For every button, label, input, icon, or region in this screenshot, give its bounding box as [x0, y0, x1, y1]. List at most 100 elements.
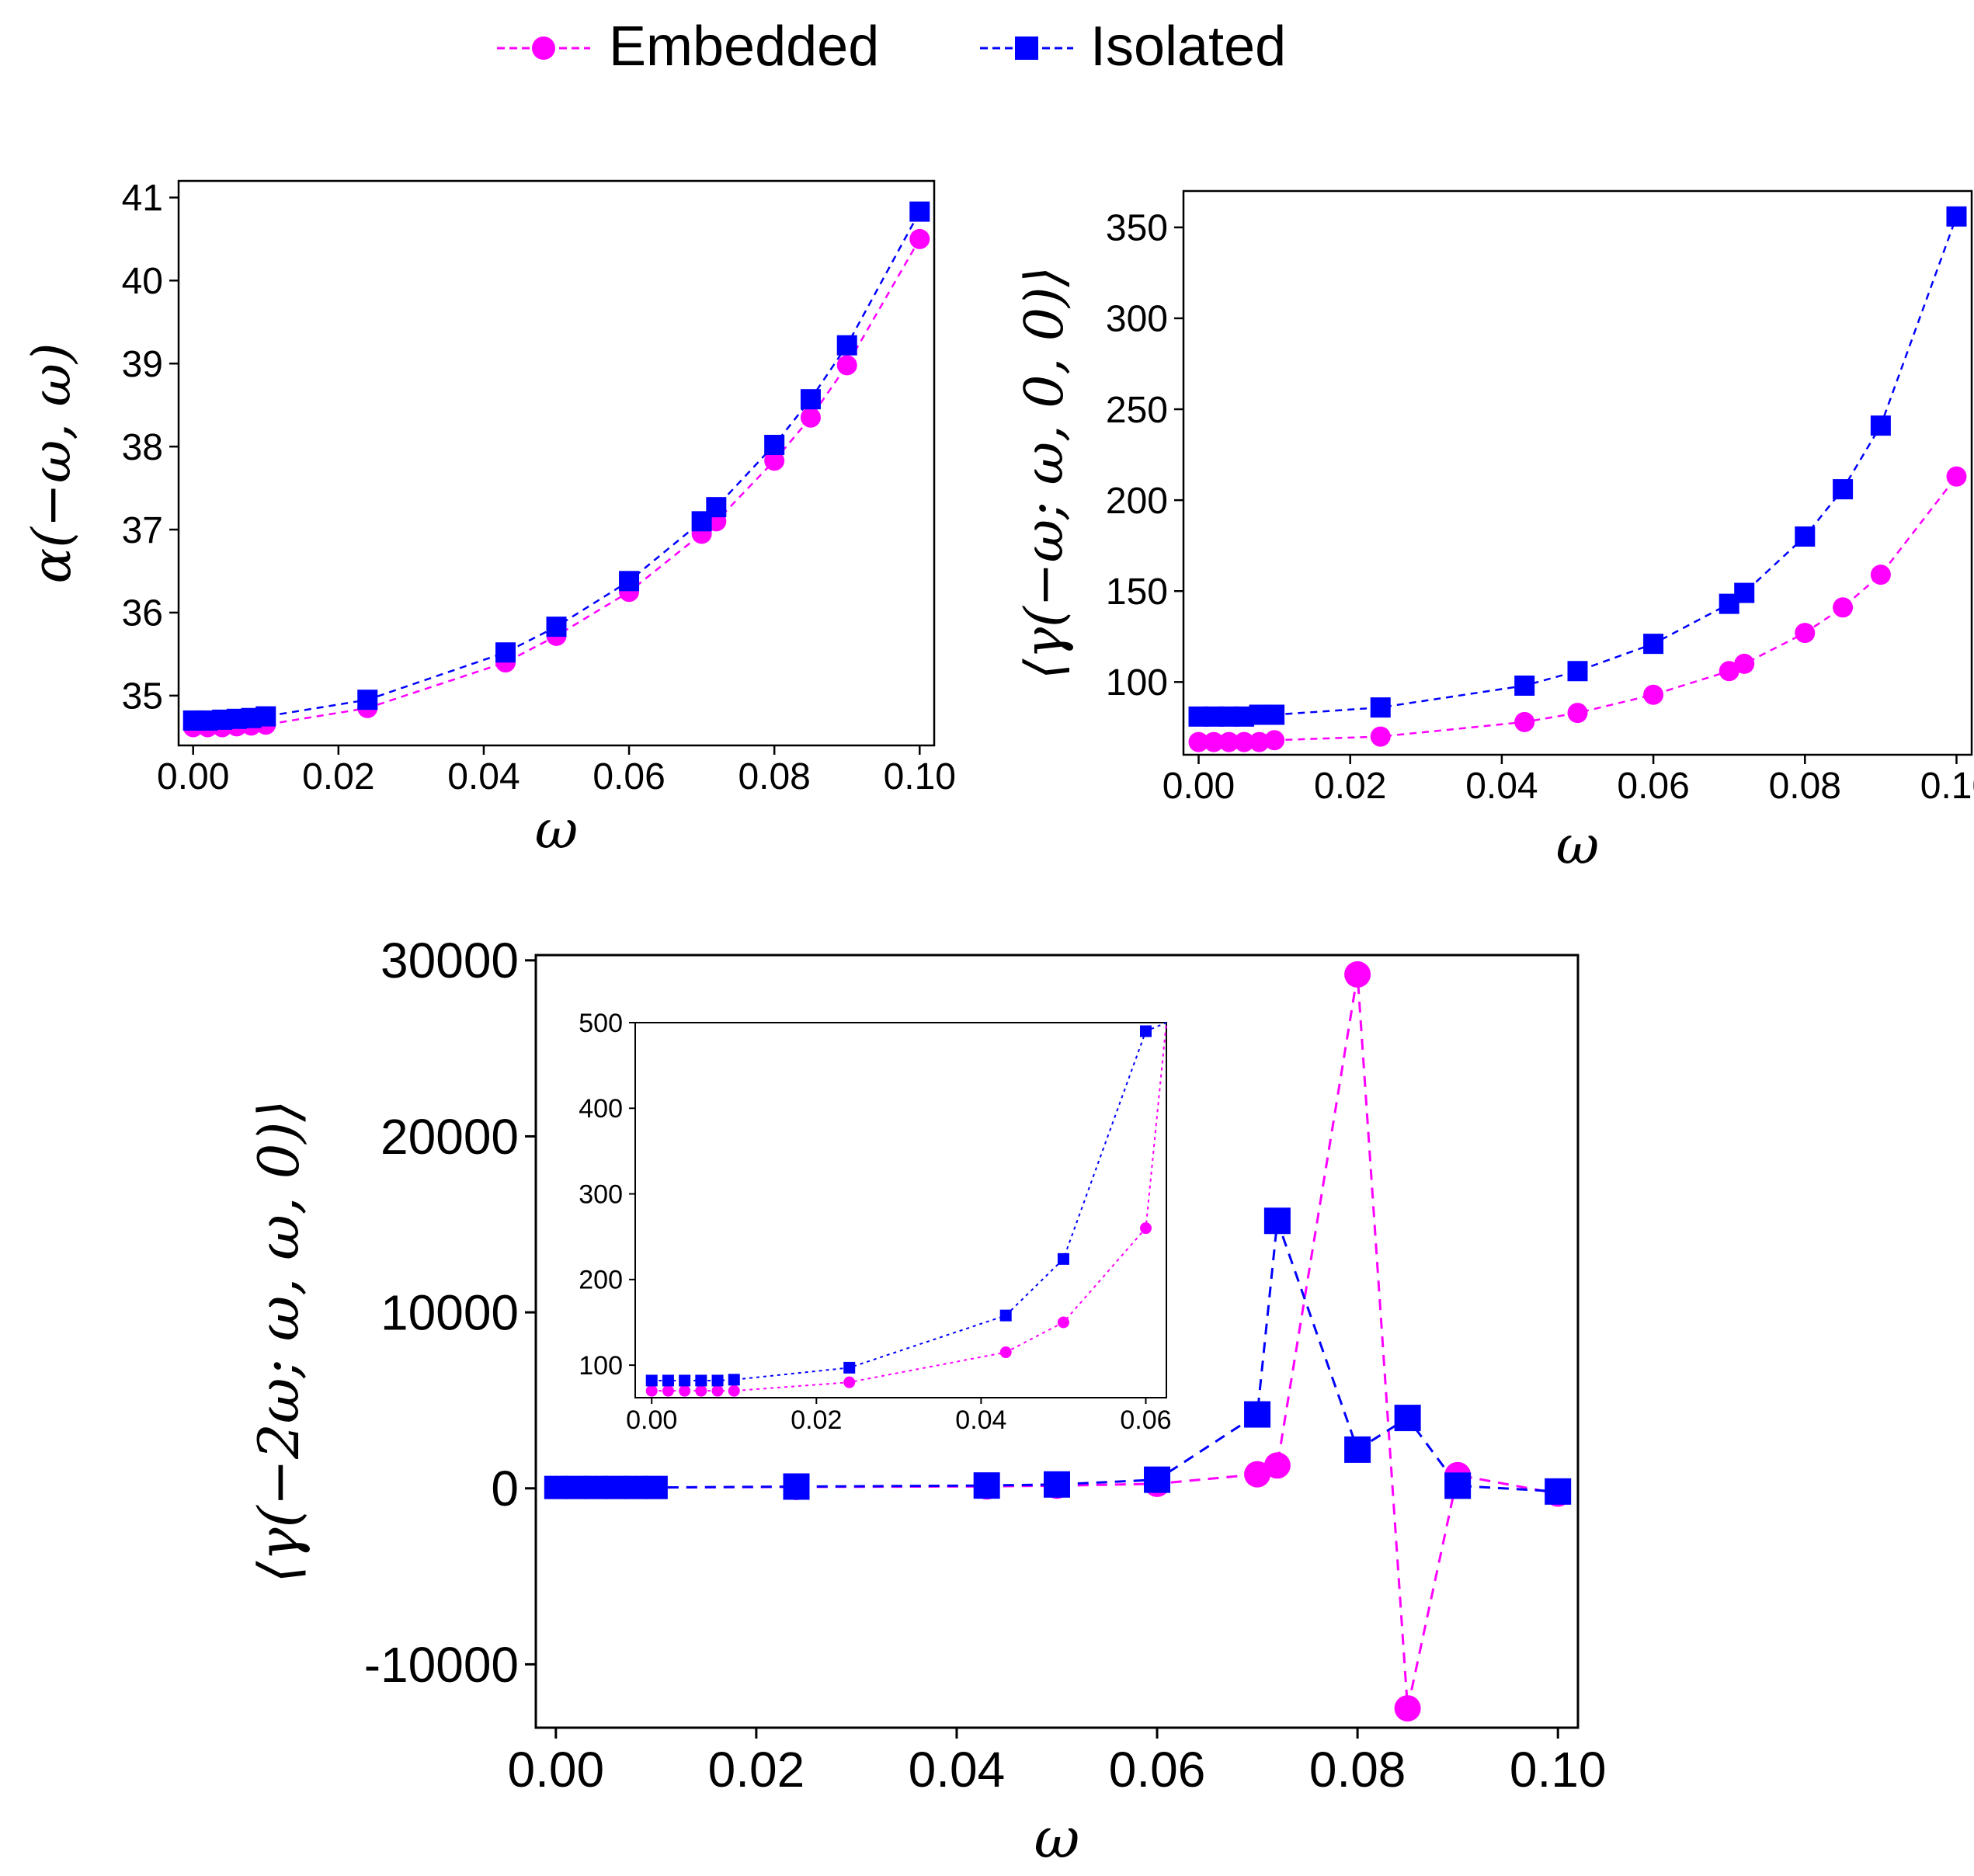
gammadc-embedded-point: [1643, 684, 1664, 705]
gammadc-isolated-point: [1370, 697, 1391, 718]
gammadc-x-axis-label: ω: [1556, 815, 1599, 877]
gammadc-isolated-point: [1795, 526, 1816, 547]
gammadc-y-tick-label: 150: [1106, 571, 1168, 613]
inset-x-tick-label: 0.06: [1120, 1405, 1171, 1435]
gammaeopke-isolated-point: [1394, 1405, 1421, 1432]
alpha-isolated-point: [706, 497, 727, 518]
alpha-x-tick-label: 0.02: [302, 756, 374, 797]
gammaeopke-y-axis-label: ⟨γ(−2ω; ω, ω, 0)⟩: [246, 1100, 311, 1582]
gammaeopke-isolated-point: [783, 1473, 810, 1500]
gammaeopke-isolated-point: [544, 1475, 568, 1499]
gammaeopke-y-tick-label: 20000: [381, 1109, 519, 1165]
alpha-plot-frame: [177, 179, 936, 747]
alpha-isolated-point: [255, 706, 276, 727]
gammadc-x-tick-label: 0.04: [1465, 766, 1538, 807]
gammadc-isolated-point: [1264, 704, 1285, 725]
gammadc-x-tick-label: 0.06: [1617, 766, 1689, 807]
gammaeopke-y-tick-label: 30000: [381, 933, 519, 988]
gammaeopke-isolated-point: [1444, 1472, 1472, 1499]
inset-embedded-point: [1057, 1316, 1069, 1329]
gammadc-isolated-point: [1946, 206, 1967, 227]
gammaeopke-isolated-point: [973, 1472, 1000, 1499]
inset-plot-frame: [634, 1022, 1167, 1398]
inset-embedded-point: [645, 1384, 658, 1397]
alpha-embedded-point: [764, 450, 785, 471]
gammaeopke-x-tick-label: 0.02: [708, 1742, 805, 1798]
gammaeopke-embedded-point: [1244, 1461, 1271, 1488]
inset-isolated-point: [1057, 1252, 1069, 1265]
gammadc-isolated-point: [1643, 634, 1664, 655]
alpha-y-tick-label: 39: [122, 344, 163, 385]
gammaeopke-x-tick-label: 0.10: [1510, 1742, 1607, 1798]
alpha-y-tick-label: 37: [122, 510, 163, 551]
inset-y-tick-label: 100: [579, 1351, 623, 1381]
gammadc-isolated-point: [1567, 661, 1588, 682]
inset-y-tick-label: 400: [579, 1094, 623, 1124]
gammaeopke-embedded-point: [1263, 1452, 1291, 1479]
gammaeopke-isolated-point: [624, 1475, 648, 1499]
alpha-y-tick-label: 40: [122, 261, 163, 302]
inset-embedded-point: [999, 1346, 1012, 1359]
alpha-series-0-line: [193, 238, 921, 728]
legend-isolated-marker: [1015, 36, 1038, 60]
legend-embedded-marker: [532, 36, 555, 60]
inset-embedded-point: [1139, 1222, 1152, 1235]
inset-isolated-point: [645, 1374, 658, 1387]
gammadc-x-tick-label: 0.02: [1314, 766, 1386, 807]
gammadc-embedded-point: [1719, 661, 1739, 682]
alpha-x-tick-label: 0.06: [593, 756, 665, 797]
gammadc-x-tick-label: 0.08: [1769, 766, 1841, 807]
gammadc-embedded-point: [1734, 653, 1755, 674]
alpha-y-tick-label: 38: [122, 427, 163, 468]
gammadc-embedded-point: [1218, 731, 1239, 752]
gammaeopke-isolated-point: [1263, 1207, 1291, 1235]
alpha-x-tick-label: 0.04: [447, 756, 520, 797]
inset-embedded-point: [662, 1384, 674, 1397]
inset-isolated-point: [695, 1374, 707, 1387]
gammadc-embedded-point: [1370, 726, 1391, 747]
gammadc-embedded-point: [1204, 731, 1225, 752]
alpha-y-axis-label: α(−ω, ω): [22, 342, 83, 583]
gammaeopke-isolated-point: [1344, 1436, 1371, 1463]
alpha-isolated-point: [909, 201, 930, 222]
gammadc-embedded-point: [1833, 597, 1854, 618]
gammaeopke-x-axis-label: ω: [1034, 1805, 1080, 1871]
gammadc-y-axis-label: ⟨γ(−ω; ω, 0, 0)⟩: [1014, 266, 1076, 679]
alpha-x-tick-label: 0.08: [738, 756, 810, 797]
alpha-isolated-point: [546, 617, 567, 637]
gammadc-y-tick-label: 200: [1106, 481, 1168, 522]
inset-isolated-point: [843, 1361, 856, 1374]
inset-y-tick-label: 300: [579, 1179, 623, 1209]
panel-gamma-dc-chart: 0.00 0.02 0.04 0.06 0.08 0.10 100 150 200 250 300 3…: [1014, 189, 1974, 877]
alpha-x-tick-label: 0.00: [157, 756, 229, 797]
inset-y-tick-label: 500: [579, 1009, 623, 1038]
gammadc-y-tick-label: 300: [1106, 299, 1168, 340]
inset-isolated-point: [728, 1374, 740, 1386]
alpha-y-tick-label: 41: [122, 178, 163, 219]
gammadc-embedded-point: [1188, 731, 1209, 752]
gammadc-isolated-point: [1514, 676, 1535, 697]
gammaeopke-embedded-point: [1344, 961, 1371, 988]
gammaeopke-x-tick-label: 0.04: [909, 1742, 1006, 1798]
gammaeopke-x-tick-label: 0.08: [1309, 1742, 1406, 1798]
gammaeopke-series-1-line: [555, 1220, 1559, 1493]
inset-series-1-line: [652, 1022, 1167, 1381]
inset-isolated-point: [662, 1374, 674, 1387]
alpha-series-1-line: [193, 210, 921, 722]
gammadc-embedded-point: [1567, 703, 1588, 724]
gammadc-x-tick-label: 0.00: [1163, 766, 1235, 807]
gammadc-isolated-point: [1833, 479, 1854, 500]
alpha-isolated-point: [357, 690, 378, 710]
alpha-isolated-point: [800, 389, 821, 410]
legend-embedded-label: Embedded: [609, 16, 879, 78]
gammaeopke-isolated-point: [584, 1475, 608, 1499]
gammaeopke-isolated-point: [1144, 1466, 1171, 1493]
gammadc-embedded-point: [1795, 623, 1816, 644]
gammadc-isolated-point: [1870, 415, 1891, 436]
inset-series-0-line: [652, 1022, 1167, 1392]
gammaeopke-x-tick-label: 0.06: [1109, 1742, 1206, 1798]
alpha-embedded-point: [800, 407, 821, 428]
alpha-isolated-point: [764, 434, 785, 455]
inset-isolated-point: [711, 1374, 724, 1387]
gammadc-embedded-point: [1514, 711, 1535, 732]
